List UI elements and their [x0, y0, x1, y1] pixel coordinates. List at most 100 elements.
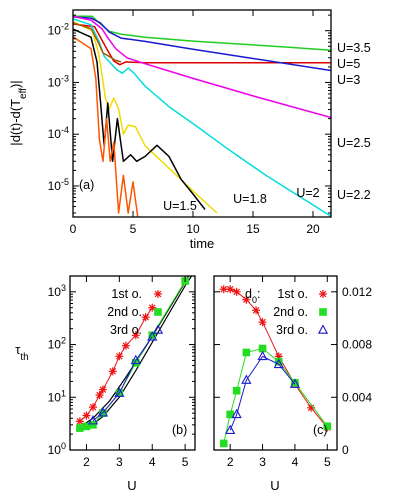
- curve-label: U=1.8: [233, 192, 267, 206]
- curve-label: U=1.5: [163, 199, 197, 213]
- x-tick-label: 3: [116, 455, 123, 469]
- series-line-u-3-5: [73, 15, 331, 51]
- star-marker: [252, 306, 261, 315]
- series-line-u-1-5: [73, 36, 139, 217]
- curve-label: U=3.5: [337, 41, 371, 55]
- star-marker: [232, 287, 241, 296]
- x-tick-label: 10: [186, 222, 200, 236]
- star-stroke: [307, 404, 315, 412]
- triangle-marker: [257, 350, 268, 361]
- panel-a-label: (a): [79, 178, 94, 192]
- x-tick-label: 3: [259, 455, 266, 469]
- star-marker: [154, 290, 162, 298]
- triangle-marker: [225, 424, 236, 434]
- x-tick-label: 4: [292, 455, 299, 469]
- y-tick-label-right: 0: [342, 443, 349, 457]
- panel-a-frame: [72, 9, 332, 218]
- star-marker: [75, 417, 84, 426]
- star-stroke: [116, 352, 123, 360]
- star-marker: [242, 295, 251, 304]
- x-tick-label: 0: [70, 222, 77, 236]
- square-marker: [148, 331, 157, 340]
- series-line-extra: [73, 22, 122, 63]
- panel-b-frame: [69, 275, 196, 451]
- square-marker: [323, 422, 332, 431]
- star-stroke: [96, 391, 103, 399]
- square-marker: [226, 410, 234, 419]
- star-marker: [131, 331, 140, 340]
- star-marker: [89, 403, 98, 412]
- panel-a-xlabel: time: [190, 236, 215, 251]
- panel-c-frame: [213, 275, 338, 451]
- panel-c-xlabel: U: [270, 478, 279, 493]
- x-tick-label: 4: [149, 455, 156, 469]
- star-stroke: [252, 306, 260, 314]
- square-marker: [291, 378, 299, 387]
- star-marker: [258, 318, 267, 327]
- series-line-u-1-8: [73, 28, 206, 210]
- curve-label: U=2.2: [337, 188, 371, 202]
- legend-label: 3rd o.: [276, 323, 308, 337]
- star-marker: [226, 285, 235, 294]
- curve-label: U=5: [337, 57, 360, 71]
- legend-label: 3rd o.: [110, 323, 142, 337]
- star-stroke: [243, 296, 250, 304]
- panel-b-series: [75, 276, 193, 432]
- x-tick-label: 5: [324, 455, 331, 469]
- series-line-u-2: [73, 20, 218, 214]
- square-marker: [242, 348, 251, 357]
- star-stroke: [89, 403, 97, 411]
- legend-title: d0:: [245, 287, 260, 305]
- square-marker: [89, 421, 97, 429]
- curve-label: U=2.5: [337, 136, 371, 150]
- star-stroke: [76, 418, 84, 425]
- star-stroke: [122, 342, 130, 350]
- star-stroke: [259, 318, 266, 326]
- legend-label: 2nd o.: [107, 305, 142, 319]
- square-marker: [232, 386, 241, 395]
- x-tick-label: 20: [306, 222, 320, 236]
- square-marker: [76, 424, 84, 432]
- star-stroke: [109, 368, 117, 375]
- triangle-marker: [97, 407, 109, 417]
- panel-c-ticks: 2 3 4 50 0.004 0.008 0.012: [214, 276, 372, 469]
- legend-label: 1st o.: [277, 287, 308, 301]
- triangle-marker: [152, 324, 164, 334]
- x-tick-label: 5: [182, 455, 189, 469]
- curve-label: U=3: [337, 73, 360, 87]
- panel-a-series: [73, 15, 331, 217]
- triangle-marker: [147, 331, 158, 341]
- triangle-marker: [273, 358, 284, 369]
- star-stroke: [83, 412, 90, 419]
- star-stroke: [148, 304, 156, 311]
- panel-b-xlabel: U: [127, 478, 136, 493]
- y-tick-label-right: 0.004: [342, 390, 372, 404]
- star-stroke: [233, 288, 240, 296]
- star-marker: [98, 385, 107, 394]
- square-marker: [154, 308, 162, 316]
- star-marker: [148, 303, 157, 312]
- triangle-marker: [130, 354, 141, 365]
- star-stroke: [220, 285, 228, 293]
- star-stroke: [226, 285, 234, 293]
- star-marker: [115, 352, 124, 361]
- series-line-u-5: [73, 23, 331, 66]
- square-marker: [82, 422, 91, 431]
- star-marker: [82, 411, 91, 420]
- square-marker: [319, 308, 327, 316]
- star-marker: [108, 367, 117, 376]
- legend-label: 1st o.: [111, 287, 142, 301]
- triangle-marker: [114, 387, 125, 397]
- triangle-marker: [317, 324, 329, 334]
- triangle-marker: [289, 378, 301, 388]
- square-marker: [274, 357, 283, 366]
- panel-c-legend: d0: 1st o. 2nd o. 3rd o.: [245, 287, 329, 337]
- x-tick-label: 2: [227, 455, 234, 469]
- legend-label: 2nd o.: [273, 305, 308, 319]
- x-tick-label: 5: [130, 222, 137, 236]
- triangle-marker: [231, 408, 242, 419]
- panel-a-curve-labels: U=3.5 U=5 U=3 U=2.5 U=2.2 U=2 U=1.8 U=1.5: [163, 41, 371, 213]
- panel-b-label: (b): [172, 423, 187, 437]
